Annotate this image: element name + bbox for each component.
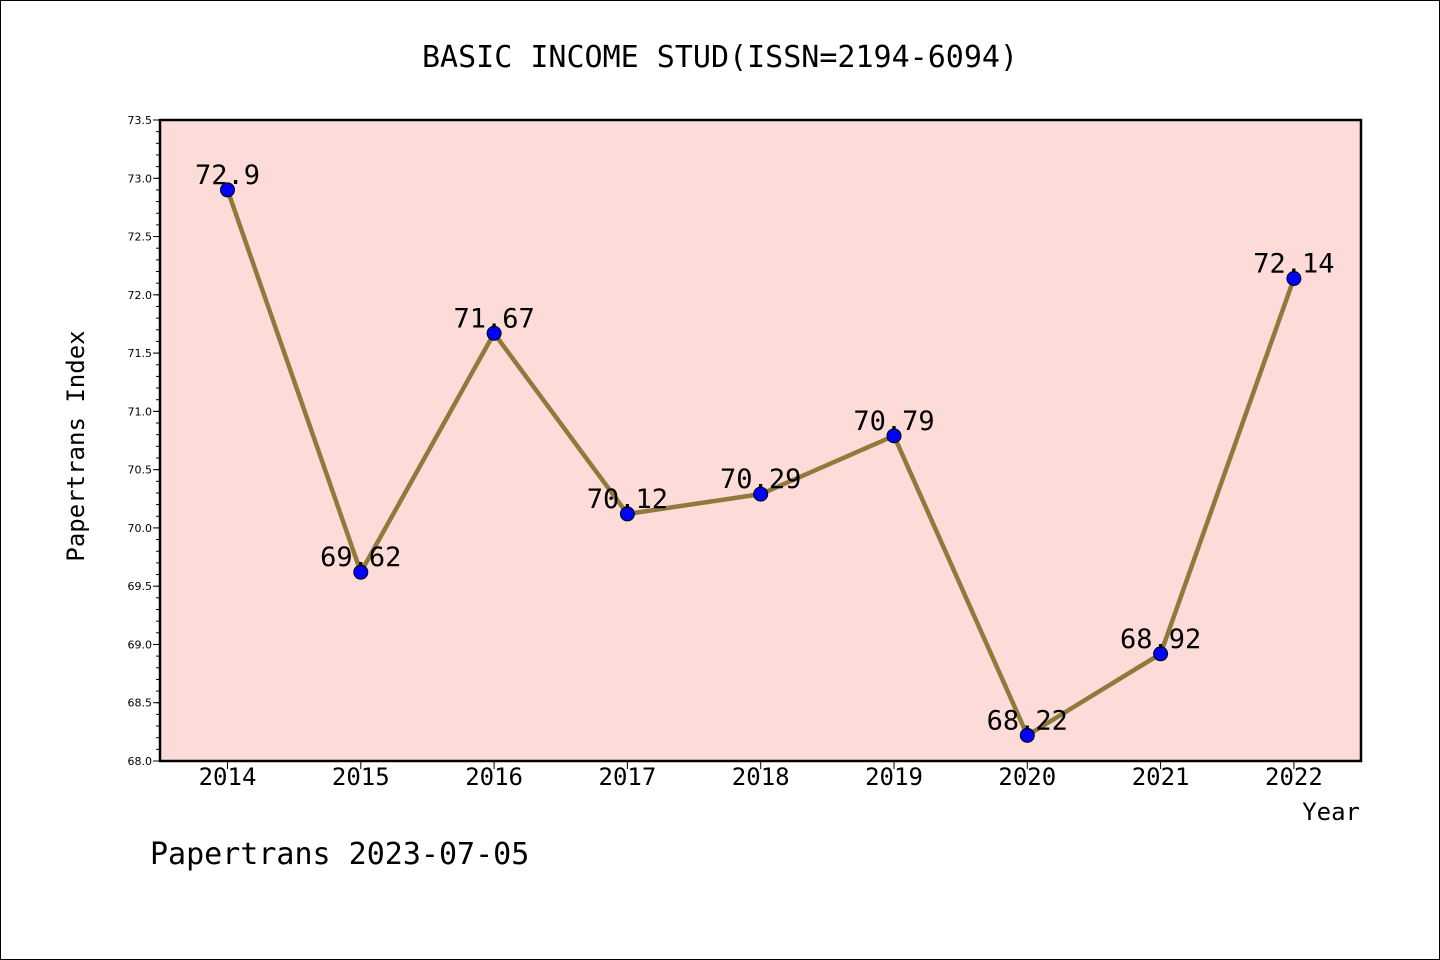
data-label: 70.79 (853, 406, 934, 437)
x-tick-label: 2015 (332, 763, 390, 791)
y-tick-label: 73.5 (128, 114, 153, 127)
data-point (1286, 271, 1302, 287)
x-tick-label: 2014 (199, 763, 257, 791)
series-layer: 72.9 69.62 71.67 70.12 70.29 70.79 68.22 68.92 7… (195, 160, 1335, 743)
x-tick-label: 2020 (998, 763, 1056, 791)
x-axis-ticks: 2014 2015 2016 2017 2018 2019 2020 2021 2022 (199, 761, 1323, 791)
data-point (353, 564, 369, 580)
data-point (753, 486, 769, 502)
x-axis-label: Year (1302, 798, 1360, 826)
data-point (1153, 646, 1169, 662)
data-label: 68.22 (987, 705, 1068, 736)
data-point (619, 506, 635, 522)
data-label: 72.14 (1253, 249, 1334, 280)
y-tick-label: 68.0 (128, 755, 153, 768)
data-point (1019, 727, 1035, 743)
x-tick-label: 2016 (465, 763, 523, 791)
y-tick-label: 70.0 (128, 522, 153, 535)
x-tick-label: 2021 (1132, 763, 1190, 791)
x-tick-label: 2022 (1265, 763, 1323, 791)
y-tick-label: 70.5 (128, 464, 153, 477)
y-tick-label: 68.5 (128, 697, 153, 710)
data-point (886, 428, 902, 444)
data-label: 69.62 (320, 542, 401, 573)
data-label: 70.12 (587, 484, 668, 515)
data-point (220, 182, 235, 198)
data-point (486, 325, 502, 341)
y-axis-label: Papertrans Index (62, 330, 90, 561)
x-tick-label: 2019 (865, 763, 923, 791)
y-tick-label: 71.0 (128, 405, 153, 418)
y-tick-label: 72.0 (128, 289, 153, 302)
x-tick-label: 2017 (599, 763, 657, 791)
chart-title: BASIC INCOME STUD(ISSN=2194-6094) (422, 40, 1018, 75)
y-axis-ticks: 68.0 68.5 69.0 69.5 70.0 70.5 71.0 71.5 72.0 72.5… (128, 114, 160, 768)
data-label: 68.92 (1120, 624, 1201, 655)
plot-border (158, 118, 1363, 763)
data-label: 72.9 (195, 160, 260, 191)
y-tick-label: 71.5 (128, 347, 153, 360)
y-tick-label: 69.5 (128, 580, 153, 593)
plot-area (160, 120, 1361, 761)
data-label: 70.29 (720, 464, 801, 495)
footer-text: Papertrans 2023-07-05 (150, 837, 529, 872)
y-tick-label: 72.5 (128, 231, 153, 244)
y-tick-label: 69.0 (128, 638, 153, 651)
data-label: 71.67 (453, 303, 534, 334)
y-tick-label: 73.0 (128, 172, 153, 185)
x-tick-label: 2018 (732, 763, 790, 791)
